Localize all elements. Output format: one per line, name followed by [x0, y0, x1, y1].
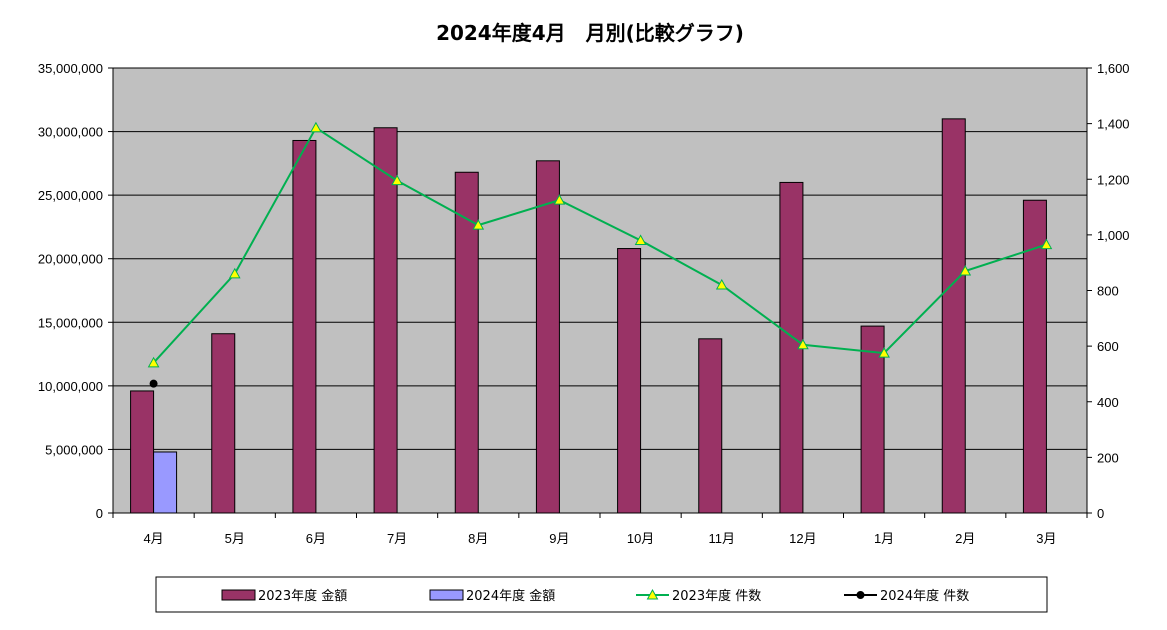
legend-box — [155, 576, 1048, 613]
grid — [113, 67, 1087, 450]
line-point — [391, 174, 403, 186]
plot-area — [112, 67, 1088, 514]
y-right-tick-label: 200 — [1097, 450, 1119, 465]
y-left-tick-label: 30,000,000 — [38, 125, 103, 140]
line-point — [147, 356, 160, 368]
x-tick-label: 2月 — [955, 531, 975, 546]
bar — [535, 160, 560, 514]
x-tick-label: 8月 — [468, 531, 488, 546]
line-point — [228, 267, 241, 279]
series-line — [152, 126, 1047, 364]
y-left-tick-label: 0 — [96, 506, 103, 521]
bar — [698, 338, 723, 514]
y-right-tick-label: 0 — [1097, 506, 1104, 521]
y-left-tick-label: 25,000,000 — [38, 188, 103, 203]
chart-title: 2024年度4月 月別(比較グラフ) — [436, 21, 744, 45]
y-right-tick-label: 400 — [1097, 395, 1119, 410]
x-tick-label: 4月 — [143, 531, 163, 546]
line-point — [959, 265, 972, 276]
legend-swatch — [429, 589, 464, 601]
x-tick-label: 7月 — [387, 531, 407, 546]
bar — [153, 451, 178, 514]
bar — [941, 118, 966, 514]
legend-marker — [646, 588, 659, 600]
legend-marker — [856, 591, 865, 599]
line-point — [149, 379, 158, 388]
line-point — [878, 347, 890, 358]
line-point — [472, 219, 485, 230]
y-right-tick-label: 600 — [1097, 339, 1119, 354]
y-left-tick-label: 5,000,000 — [45, 442, 103, 457]
y-right-tick-label: 1,200 — [1097, 172, 1130, 187]
y-left-tick-label: 35,000,000 — [38, 61, 103, 76]
x-tick-label: 5月 — [225, 531, 245, 546]
x-tick-label: 9月 — [549, 531, 569, 546]
y-right-tick-label: 1,400 — [1097, 117, 1130, 132]
x-tick-label: 11月 — [709, 531, 736, 546]
legend-label: 2023年度 件数 — [672, 588, 761, 604]
line-point — [553, 194, 566, 205]
legend: 2023年度 金額 2024年度 金額 2023年度 件数 2024年度 件数 — [155, 576, 1048, 613]
legend-label: 2024年度 金額 — [466, 588, 555, 604]
line-point — [310, 121, 322, 133]
legend-swatch — [221, 589, 256, 601]
y-left-tick-label: 10,000,000 — [38, 379, 103, 394]
x-tick-label: 12月 — [789, 531, 816, 546]
bar — [617, 248, 642, 514]
y-right-tick-label: 1,000 — [1097, 228, 1130, 243]
y-left-tick-label: 15,000,000 — [38, 315, 103, 330]
line-point — [797, 338, 809, 350]
y-right-tick-label: 1,600 — [1097, 61, 1130, 76]
x-tick-label: 10月 — [627, 531, 654, 546]
lines — [147, 121, 1053, 388]
axes: 0 5,000,000 10,000,000 15,000,000 20,000,000… — [38, 61, 1130, 546]
line-point — [1040, 238, 1053, 250]
x-tick-label: 3月 — [1036, 531, 1056, 546]
x-tick-label: 1月 — [874, 531, 894, 546]
bar — [130, 390, 155, 514]
line-point — [634, 234, 647, 245]
bars — [130, 118, 1047, 514]
legend-label: 2023年度 金額 — [258, 588, 347, 604]
legend-label: 2024年度 件数 — [880, 588, 969, 604]
bar — [373, 127, 398, 514]
y-right-tick-label: 800 — [1097, 284, 1119, 299]
y-left-tick-label: 20,000,000 — [38, 252, 103, 267]
x-tick-label: 6月 — [306, 531, 326, 546]
bar — [211, 333, 236, 514]
bar — [292, 139, 317, 514]
line-point — [715, 278, 728, 290]
